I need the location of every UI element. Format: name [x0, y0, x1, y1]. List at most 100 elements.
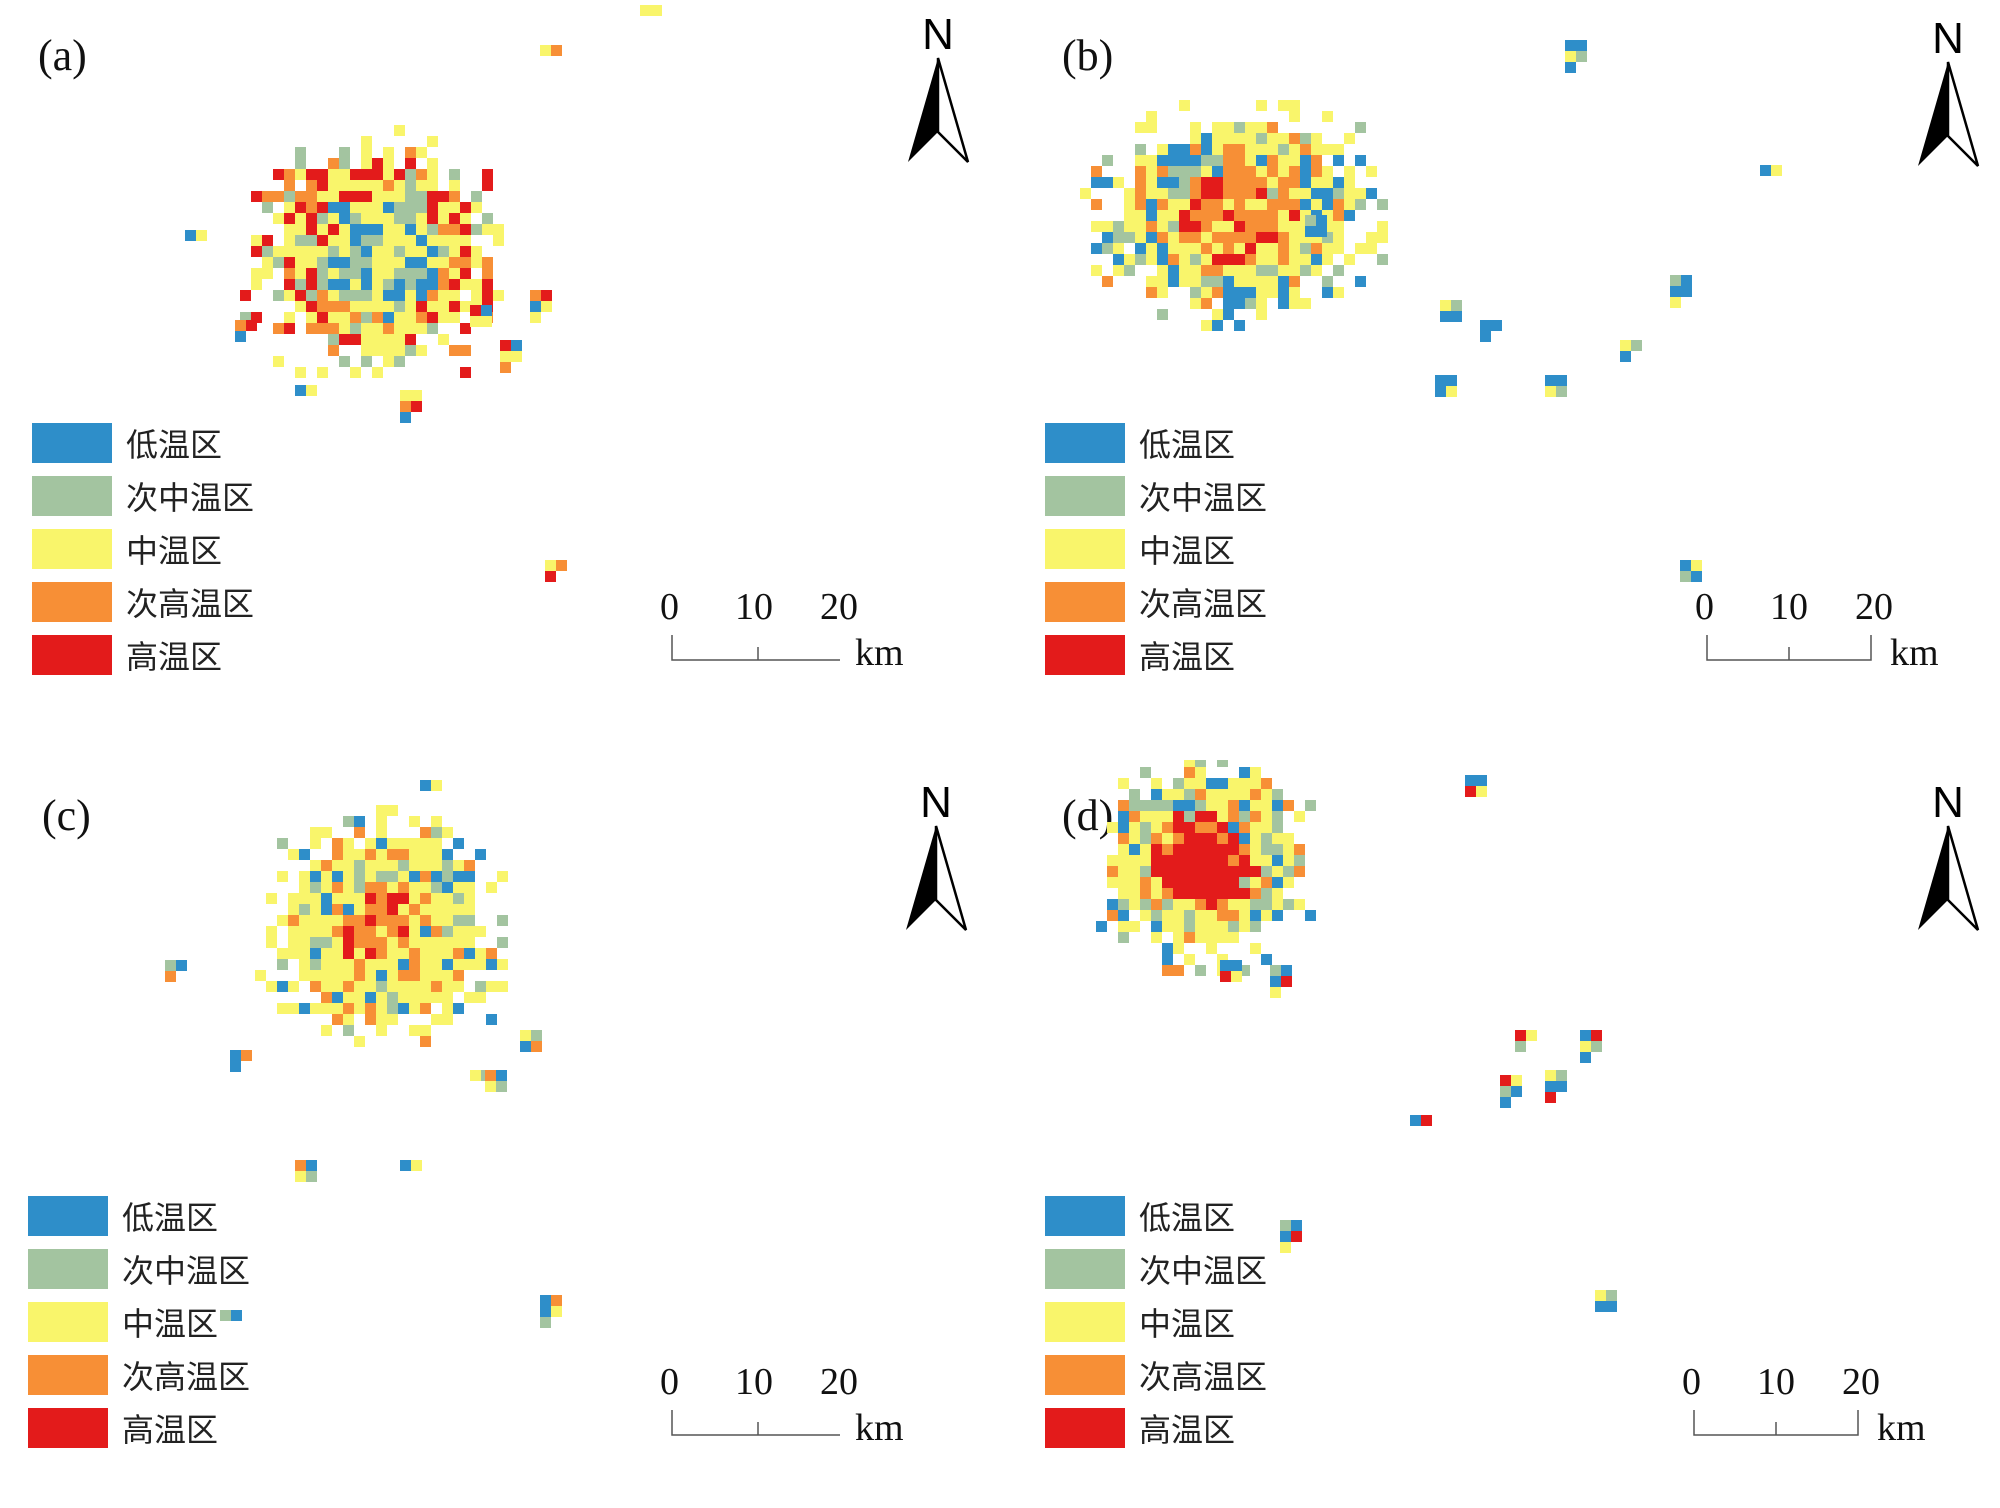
- raster-cell: [1355, 155, 1366, 166]
- raster-cell: [1280, 1242, 1291, 1253]
- raster-cell: [361, 147, 372, 158]
- raster-cell: [1195, 833, 1206, 844]
- raster-cell: [1157, 221, 1168, 232]
- north-letter: N: [920, 778, 952, 827]
- raster-cell: [332, 970, 343, 981]
- raster-cell: [409, 860, 420, 871]
- raster-cell: [1300, 155, 1311, 166]
- raster-cell: [383, 334, 394, 345]
- raster-cell: [1322, 199, 1333, 210]
- raster-cell: [165, 960, 176, 971]
- raster-cell: [640, 5, 651, 16]
- raster-cell: [1184, 954, 1195, 965]
- raster-cell: [383, 268, 394, 279]
- raster-cell: [1173, 833, 1184, 844]
- raster-cell: [1377, 254, 1388, 265]
- raster-cell: [1267, 210, 1278, 221]
- raster-cell: [361, 356, 372, 367]
- raster-cell: [1190, 254, 1201, 265]
- raster-cell: [1212, 287, 1223, 298]
- raster-cell: [1239, 877, 1250, 888]
- raster-cell: [400, 401, 411, 412]
- raster-cell: [1217, 778, 1228, 789]
- raster-cell: [1140, 767, 1151, 778]
- raster-cell: [427, 180, 438, 191]
- raster-cell: [1245, 254, 1256, 265]
- raster-cell: [1184, 888, 1195, 899]
- raster-cell: [1157, 177, 1168, 188]
- raster-cell: [481, 316, 492, 327]
- raster-cell: [482, 169, 493, 180]
- legend-swatch: [32, 582, 112, 622]
- raster-cell: [1135, 122, 1146, 133]
- raster-cell: [482, 268, 493, 279]
- raster-cell: [1124, 265, 1135, 276]
- raster-cell: [1272, 833, 1283, 844]
- raster-cell: [1245, 276, 1256, 287]
- raster-cell: [1217, 833, 1228, 844]
- raster-cell: [310, 970, 321, 981]
- raster-cell: [475, 959, 486, 970]
- raster-cell: [1580, 1030, 1591, 1041]
- raster-cell: [306, 279, 317, 290]
- raster-cell: [453, 871, 464, 882]
- raster-cell: [1322, 254, 1333, 265]
- raster-cell: [460, 301, 471, 312]
- raster-cell: [1231, 971, 1242, 982]
- raster-cell: [1113, 177, 1124, 188]
- raster-cell: [372, 334, 383, 345]
- raster-cell: [284, 246, 295, 257]
- raster-cell: [1234, 232, 1245, 243]
- raster-cell: [1250, 899, 1261, 910]
- raster-cell: [1206, 811, 1217, 822]
- raster-cell: [295, 268, 306, 279]
- urban-heat-map: [185, 5, 662, 582]
- raster-cell: [339, 290, 350, 301]
- raster-cell: [284, 191, 295, 202]
- raster-cell: [1212, 265, 1223, 276]
- raster-cell: [405, 180, 416, 191]
- raster-cell: [442, 915, 453, 926]
- raster-cell: [1289, 221, 1300, 232]
- legend-swatch: [28, 1302, 108, 1342]
- raster-cell: [328, 334, 339, 345]
- raster-cell: [405, 323, 416, 334]
- raster-cell: [1272, 855, 1283, 866]
- raster-cell: [1135, 155, 1146, 166]
- raster-cell: [266, 981, 277, 992]
- raster-cell: [1239, 965, 1250, 976]
- raster-cell: [387, 871, 398, 882]
- raster-cell: [394, 169, 405, 180]
- legend-label: 高温区: [1139, 639, 1236, 675]
- raster-cell: [310, 959, 321, 970]
- raster-cell: [1118, 932, 1129, 943]
- raster-cell: [1595, 1301, 1606, 1312]
- raster-cell: [1223, 309, 1234, 320]
- raster-cell: [442, 926, 453, 937]
- raster-cell: [442, 959, 453, 970]
- raster-cell: [1113, 265, 1124, 276]
- raster-cell: [1168, 254, 1179, 265]
- raster-cell: [1212, 122, 1223, 133]
- legend-item-low: 低温区: [1045, 1195, 1235, 1237]
- raster-cell: [365, 849, 376, 860]
- raster-cell: [1206, 943, 1217, 954]
- raster-cell: [1195, 965, 1206, 976]
- raster-cell: [372, 224, 383, 235]
- raster-cell: [442, 871, 453, 882]
- raster-cell: [343, 948, 354, 959]
- raster-cell: [1580, 1041, 1591, 1052]
- raster-cell: [453, 882, 464, 893]
- raster-cell: [354, 871, 365, 882]
- raster-cell: [398, 970, 409, 981]
- raster-cell: [1333, 155, 1344, 166]
- raster-cell: [1195, 921, 1206, 932]
- raster-cell: [1195, 877, 1206, 888]
- raster-cell: [427, 191, 438, 202]
- raster-cell: [1179, 166, 1190, 177]
- raster-cell: [420, 937, 431, 948]
- raster-cell: [321, 992, 332, 1003]
- raster-cell: [1162, 888, 1173, 899]
- raster-cell: [1333, 243, 1344, 254]
- raster-cell: [328, 312, 339, 323]
